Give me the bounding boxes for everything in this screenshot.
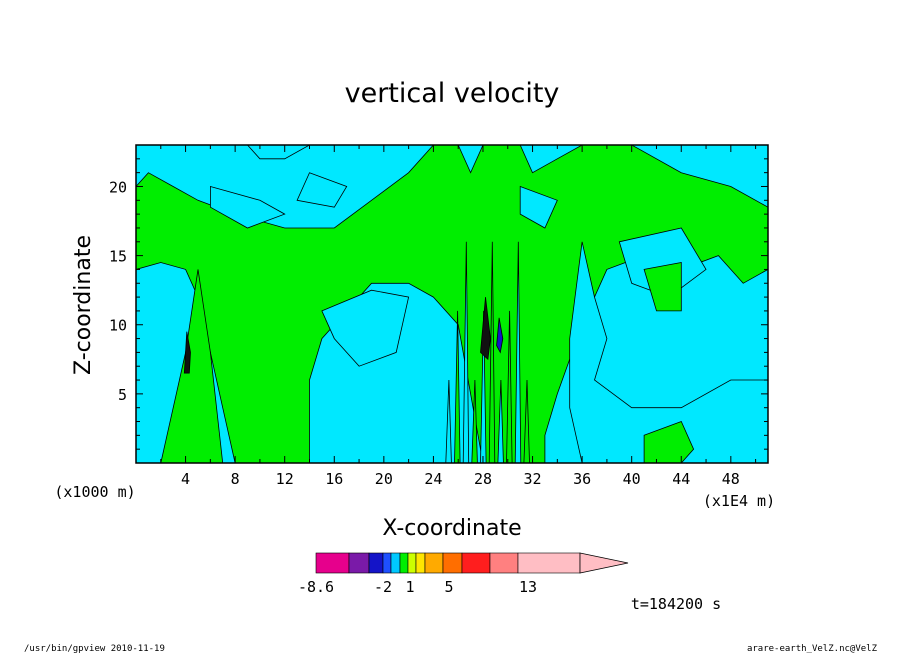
colorbar-label: 13 [519, 578, 537, 596]
negative-region [296, 172, 348, 208]
positive-region [643, 262, 682, 312]
positive-region [160, 269, 224, 463]
colorbar-swatch [368, 552, 384, 574]
colorbar-swatch [348, 552, 370, 574]
negative-region [445, 379, 452, 463]
positive-region [471, 379, 478, 463]
colorbar-label: 1 [405, 578, 414, 596]
positive-region [488, 241, 496, 463]
colorbar-swatch [407, 552, 417, 574]
y-unit-label: (x1000 m) [54, 483, 135, 501]
negative-region [519, 185, 558, 229]
positive-region [454, 310, 461, 463]
colorbar-swatch [415, 552, 426, 574]
x-tick-label: 24 [424, 470, 442, 488]
x-tick-label: 8 [231, 470, 240, 488]
colorbar-swatch [315, 552, 350, 574]
y-tick-label: 20 [109, 178, 127, 196]
colorbar-swatch [517, 552, 581, 574]
negative-region [618, 227, 707, 298]
x-tick-label: 32 [524, 470, 542, 488]
y-tick-label: 15 [109, 248, 127, 266]
negative-region [210, 185, 286, 229]
plot-frame [135, 144, 769, 464]
x-tick-label: 44 [672, 470, 690, 488]
x-tick-label: 12 [276, 470, 294, 488]
negative-region [497, 379, 504, 463]
time-label: t=184200 s [631, 595, 721, 613]
negative-region [480, 310, 487, 463]
colorbar-swatch [489, 552, 519, 574]
negative-region [321, 289, 410, 367]
y-ticks: 5 10 15 20 [109, 158, 768, 450]
strong-core [183, 331, 191, 374]
colorbar-swatch [442, 552, 463, 574]
negative-region [462, 241, 470, 463]
contour-fills [136, 145, 768, 463]
y-tick-label: 5 [118, 386, 127, 404]
x-tick-label: 28 [474, 470, 492, 488]
negative-region [569, 241, 768, 463]
positive-region [523, 379, 530, 463]
chart-title: vertical velocity [345, 78, 560, 109]
colorbar-label: 5 [444, 578, 453, 596]
footer-left: /usr/bin/gpview 2010-11-19 [24, 644, 165, 654]
x-tick-label: 20 [375, 470, 393, 488]
negative-region [246, 145, 311, 160]
colorbar-swatch [461, 552, 491, 574]
colorbar-arrow [579, 552, 629, 574]
negative-region [514, 241, 522, 463]
footer-right: arare-earth_VelZ.nc@VelZ [747, 644, 878, 654]
x-ticks: 4 8 12 16 20 24 28 32 36 40 44 48 [160, 145, 757, 488]
positive-region [506, 310, 513, 463]
x-tick-label: 16 [325, 470, 343, 488]
y-axis-label: Z-coordinate [71, 235, 96, 375]
x-tick-label: 40 [623, 470, 641, 488]
colorbar-label: -8.6 [298, 578, 334, 596]
x-unit-label: (x1E4 m) [703, 492, 775, 510]
colorbar-swatch [382, 552, 392, 574]
colorbar-label: -2 [374, 578, 392, 596]
colorbar-swatch [390, 552, 401, 574]
x-tick-label: 48 [722, 470, 740, 488]
colorbar-swatch [399, 552, 409, 574]
x-tick-label: 36 [573, 470, 591, 488]
x-tick-label: 4 [181, 470, 190, 488]
colorbar-swatch [424, 552, 444, 574]
positive-region [643, 420, 695, 463]
x-axis-label: X-coordinate [382, 516, 521, 541]
y-tick-label: 10 [109, 317, 127, 335]
strong-core [480, 297, 491, 361]
colorbar: -8.6 -2 1 5 13 [298, 552, 629, 596]
strong-downdraft [496, 317, 504, 354]
